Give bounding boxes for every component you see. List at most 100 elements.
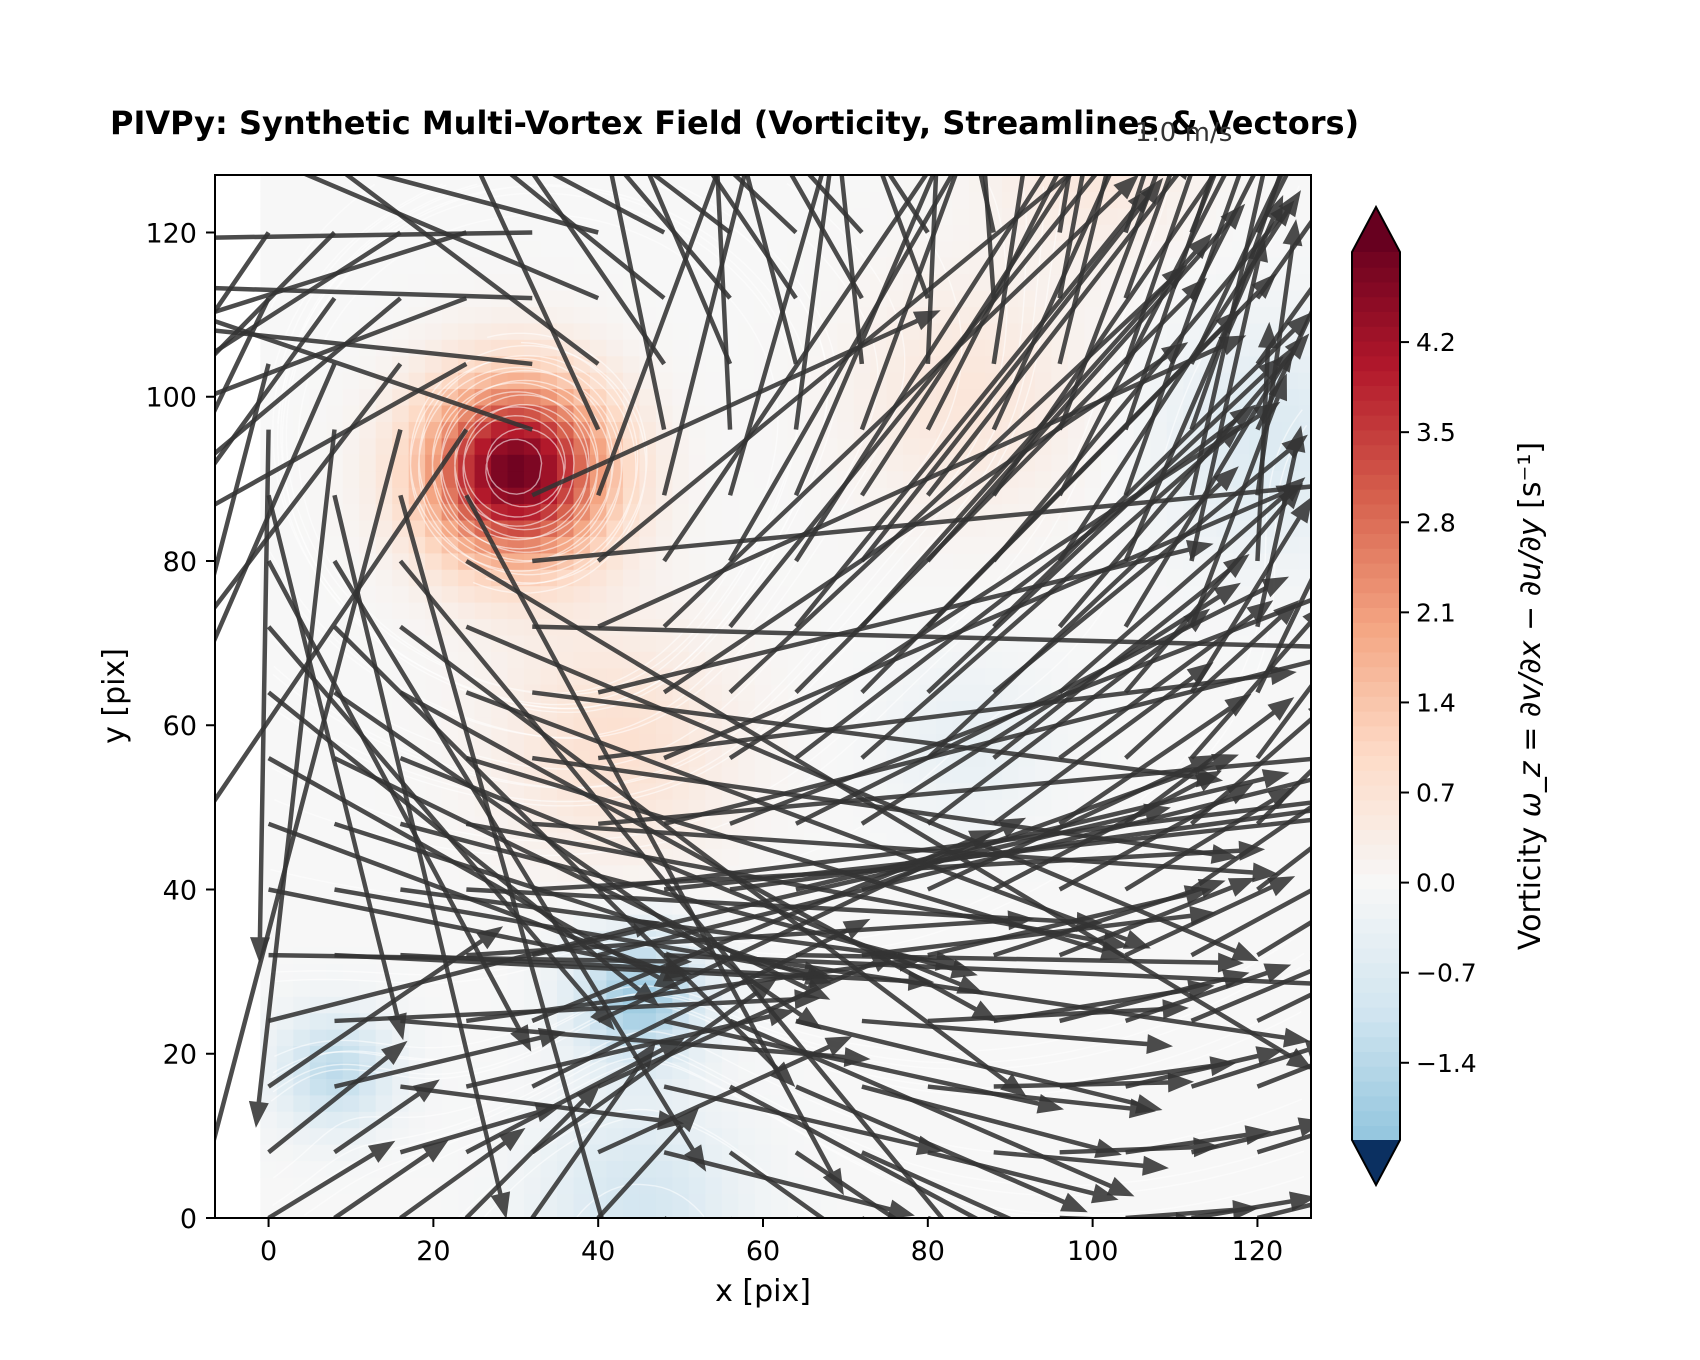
vorticity-cell bbox=[936, 1127, 954, 1145]
vector-arrow bbox=[466, 951, 925, 1024]
vector-arrow bbox=[372, 175, 599, 235]
vorticity-cell bbox=[688, 782, 706, 800]
vector-arrow bbox=[806, 175, 864, 234]
vorticity-cell bbox=[309, 1127, 327, 1145]
vorticity-cell bbox=[721, 503, 739, 521]
colorbar-segment bbox=[1352, 518, 1400, 534]
colorbar-label-math: ω_z = ∂v/∂x − ∂u/∂y bbox=[1513, 517, 1548, 817]
vorticity-cell bbox=[1199, 1111, 1217, 1129]
colorbar-segment bbox=[1352, 326, 1400, 342]
vorticity-cell bbox=[309, 914, 327, 932]
vorticity-cell bbox=[524, 240, 542, 258]
vorticity-cell bbox=[557, 306, 575, 324]
vorticity-cell bbox=[359, 1209, 377, 1218]
vorticity-cell bbox=[474, 437, 492, 455]
colorbar-tick-label: 3.5 bbox=[1416, 418, 1456, 447]
vorticity-cell bbox=[342, 372, 360, 390]
vector-arrow bbox=[1256, 1133, 1311, 1155]
vector-arrow bbox=[1190, 795, 1311, 892]
vorticity-cell bbox=[1100, 963, 1118, 981]
vorticity-cell bbox=[969, 536, 987, 554]
vorticity-cell bbox=[606, 569, 624, 587]
colorbar-segment bbox=[1352, 311, 1400, 327]
vorticity-cell bbox=[853, 207, 871, 225]
vorticity-cell bbox=[309, 799, 327, 817]
vector-arrow bbox=[267, 1140, 396, 1218]
vorticity-cell bbox=[837, 733, 855, 751]
vorticity-cell bbox=[771, 667, 789, 685]
vorticity-cell bbox=[540, 224, 558, 242]
vorticity-cell bbox=[1002, 1193, 1020, 1211]
vorticity-cell bbox=[1100, 1062, 1118, 1079]
plot-area bbox=[214, 174, 1312, 1219]
vorticity-cell bbox=[342, 207, 360, 225]
vorticity-cell bbox=[622, 569, 640, 587]
vorticity-cell bbox=[754, 421, 772, 439]
vorticity-cell bbox=[557, 1176, 575, 1194]
vorticity-cell bbox=[622, 667, 640, 685]
vorticity-cell bbox=[342, 519, 360, 537]
vorticity-cell bbox=[342, 470, 360, 488]
y-tick-label: 80 bbox=[163, 547, 197, 578]
vector-arrow bbox=[744, 175, 799, 365]
vorticity-cell bbox=[1298, 815, 1311, 833]
vector-arrow bbox=[508, 175, 666, 300]
vorticity-cell bbox=[672, 1193, 690, 1211]
vorticity-cell bbox=[639, 454, 657, 472]
vorticity-cell bbox=[359, 421, 377, 439]
vorticity-cell bbox=[985, 536, 1003, 554]
vector-arrow bbox=[597, 1036, 853, 1155]
vector-arrow bbox=[400, 887, 963, 971]
vorticity-cell bbox=[293, 240, 311, 258]
vector-arrow bbox=[215, 285, 533, 301]
vorticity-cell bbox=[408, 717, 426, 734]
x-tick-label: 80 bbox=[911, 1236, 945, 1267]
vorticity-cell bbox=[952, 1094, 970, 1112]
vorticity-cell bbox=[326, 1127, 344, 1145]
vorticity-cell bbox=[853, 1209, 871, 1218]
vorticity-cell bbox=[1199, 290, 1217, 307]
vector-arrow bbox=[991, 175, 1112, 431]
vorticity-cell bbox=[705, 667, 723, 685]
vorticity-cell bbox=[969, 1029, 987, 1047]
vorticity-cell bbox=[1133, 1193, 1151, 1211]
colorbar-tick-label: −1.4 bbox=[1416, 1049, 1477, 1078]
vorticity-cell bbox=[507, 191, 525, 209]
vorticity-cell bbox=[573, 634, 591, 652]
vorticity-cell bbox=[1117, 733, 1135, 751]
vector-arrow bbox=[334, 1028, 566, 1089]
vorticity-cell bbox=[1298, 832, 1311, 849]
vector-arrow bbox=[794, 175, 1047, 563]
vorticity-cell bbox=[622, 224, 640, 242]
vorticity-cell bbox=[1199, 618, 1217, 636]
vorticity-cell bbox=[1166, 552, 1184, 570]
vorticity-cell bbox=[408, 454, 426, 472]
vorticity-cell bbox=[1002, 552, 1020, 570]
vorticity-cell bbox=[1298, 257, 1311, 275]
vorticity-cell bbox=[1298, 569, 1311, 587]
vorticity-cell bbox=[655, 782, 673, 800]
vector-arrow bbox=[465, 1037, 686, 1155]
vorticity-cell bbox=[1084, 897, 1102, 915]
vector-arrow bbox=[1189, 175, 1257, 300]
vorticity-cell bbox=[606, 388, 624, 406]
colorbar-label: Vorticity ω_z = ∂v/∂x − ∂u/∂y [s⁻¹] bbox=[1513, 442, 1548, 950]
vector-arrow bbox=[729, 953, 1311, 1048]
vorticity-cell bbox=[491, 1062, 509, 1079]
vorticity-cell bbox=[474, 602, 492, 620]
vorticity-cell bbox=[771, 519, 789, 537]
vorticity-cell bbox=[1249, 897, 1267, 915]
vector-arrow bbox=[992, 554, 1250, 760]
vorticity-cell bbox=[969, 799, 987, 817]
vorticity-cell bbox=[672, 799, 690, 817]
vorticity-cell bbox=[1183, 372, 1201, 390]
vorticity-cell bbox=[870, 191, 888, 209]
vorticity-cell bbox=[1199, 1176, 1217, 1194]
vorticity-cell bbox=[293, 405, 311, 422]
vorticity-cell bbox=[622, 372, 640, 390]
vorticity-cell bbox=[688, 388, 706, 406]
vorticity-cell bbox=[293, 979, 311, 997]
vector-arrow bbox=[215, 361, 468, 507]
vorticity-cell bbox=[738, 700, 756, 718]
vector-arrow bbox=[794, 1150, 898, 1218]
